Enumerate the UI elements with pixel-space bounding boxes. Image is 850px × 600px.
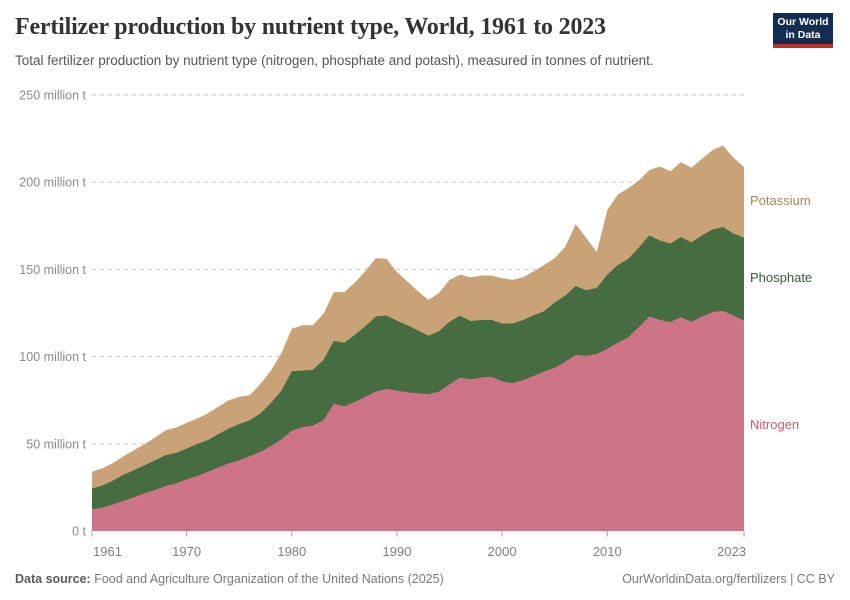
legend-label-potassium[interactable]: Potassium [750, 193, 811, 209]
y-tick-label-200: 200 million t [19, 176, 86, 190]
x-tick-label-1990: 1990 [383, 544, 412, 559]
x-tick-label-2000: 2000 [488, 544, 517, 559]
y-tick-label-150: 150 million t [19, 263, 86, 277]
page-title: Fertilizer production by nutrient type, … [15, 14, 606, 40]
data-source-label: Data source: [15, 572, 91, 586]
x-tick-label-1980: 1980 [277, 544, 306, 559]
y-tick-label-250: 250 million t [19, 89, 86, 103]
owid-logo-line1: Our World [777, 16, 829, 28]
chart-footer: Data source: Food and Agriculture Organi… [15, 572, 835, 586]
x-tick-label-1961: 1961 [93, 544, 122, 559]
data-source-text: Food and Agriculture Organization of the… [94, 572, 444, 586]
y-tick-label-100: 100 million t [19, 350, 86, 364]
chart-subtitle: Total fertilizer production by nutrient … [15, 53, 654, 68]
x-tick-label-2023: 2023 [717, 544, 746, 559]
y-tick-label-50: 50 million t [26, 437, 86, 451]
data-source-note: Data source: Food and Agriculture Organi… [15, 572, 444, 586]
owid-logo[interactable]: Our World in Data [773, 13, 833, 48]
owid-logo-line2: in Data [785, 29, 821, 41]
area-nitrogen[interactable] [92, 310, 744, 531]
x-tick-label-1970: 1970 [172, 544, 201, 559]
legend-label-phosphate[interactable]: Phosphate [750, 270, 813, 286]
y-tick-label-0: 0 t [72, 525, 86, 539]
x-tick-label-2010: 2010 [593, 544, 622, 559]
legend-label-nitrogen[interactable]: Nitrogen [750, 416, 800, 432]
credit-link[interactable]: OurWorldinData.org/fertilizers | CC BY [622, 572, 835, 586]
